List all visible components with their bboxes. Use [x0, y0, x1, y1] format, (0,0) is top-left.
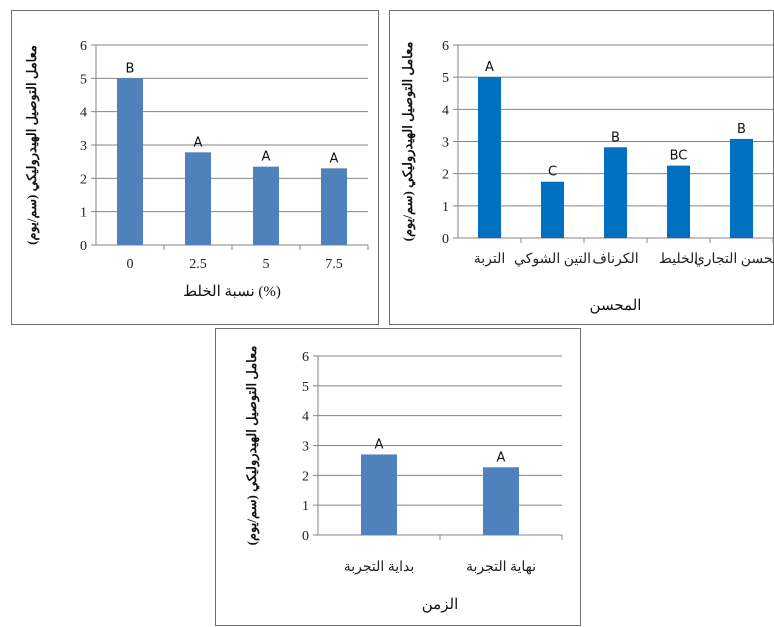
chart-panel-time: 0 1 2 3 4 5 6 A بداية التجربة A نهاية التجربة معامل…: [215, 328, 581, 626]
bar: [541, 181, 564, 238]
x-axis-title: نسبة الخلط (%): [183, 284, 281, 300]
y-tick-label: 5: [302, 380, 309, 395]
bar: [361, 454, 397, 535]
y-tick-label: 3: [442, 136, 449, 151]
chart-panel-mixing-ratio: 0 1 2 3 4 5 6 B 0 A 2.5 A 5 A 7.5 معامل التوصيل الهيدرو…: [11, 10, 379, 325]
x-axis-title: الزمن: [422, 597, 458, 613]
chart-svg-amendment: 0 1 2 3 4 5 6 A التربة C التين الشوكي B الكرناف BC الخ…: [400, 39, 774, 314]
bar-significance-label: A: [375, 437, 384, 452]
y-axis-title: معامل التوصيل الهيدروليكي (سم/يوم): [244, 346, 260, 546]
y-tick-label: 1: [80, 206, 87, 221]
y-tick-label: 0: [302, 529, 309, 544]
x-category-label: نهاية التجربة: [466, 560, 536, 575]
bar-significance-label: A: [330, 151, 339, 166]
bar-significance-label: A: [194, 135, 203, 150]
x-category-label: 5: [263, 257, 270, 272]
bar-significance-label: B: [126, 61, 135, 76]
y-tick-label: 6: [80, 39, 87, 54]
bar: [604, 147, 627, 238]
x-category-label: بداية التجربة: [344, 560, 415, 575]
x-category-label: 7.5: [325, 257, 343, 272]
bar: [117, 78, 143, 245]
y-tick-label: 5: [80, 72, 87, 87]
x-category-label: المحسن التجاري: [694, 252, 774, 267]
y-tick-label: 6: [302, 350, 309, 365]
y-tick-label: 2: [442, 168, 449, 183]
bar-significance-label: BC: [670, 149, 688, 164]
y-tick-label: 2: [302, 469, 309, 484]
y-tick-label: 1: [302, 499, 309, 514]
bar: [478, 77, 501, 239]
y-tick-label: 4: [442, 103, 449, 118]
x-category-label: التين الشوكي: [514, 252, 591, 267]
y-tick-label: 2: [80, 172, 87, 187]
y-axis-title: معامل التوصيل الهيدروليكي (سم/يوم): [24, 45, 40, 245]
y-tick-label: 3: [80, 139, 87, 154]
bar: [667, 165, 690, 238]
y-tick-label: 0: [442, 232, 449, 247]
bar: [185, 152, 211, 245]
x-category-label: الخليط: [659, 252, 698, 267]
y-axis-title: معامل التوصيل الهيدروليكي (سم/يوم): [400, 42, 416, 242]
bar-significance-label: A: [485, 60, 494, 75]
bar-significance-label: A: [497, 450, 506, 465]
chart-panel-amendment: 0 1 2 3 4 5 6 A التربة C التين الشوكي B الكرناف BC الخ…: [389, 10, 774, 325]
bar: [483, 467, 519, 535]
x-axis-title: المحسن: [590, 298, 642, 314]
y-tick-label: 1: [442, 200, 449, 215]
x-category-label: 2.5: [189, 257, 207, 272]
y-tick-label: 6: [442, 39, 449, 54]
bar: [321, 168, 347, 245]
chart-svg-time: 0 1 2 3 4 5 6 A بداية التجربة A نهاية التجربة معامل…: [244, 346, 563, 613]
y-tick-label: 5: [442, 71, 449, 86]
y-tick-label: 0: [80, 239, 87, 254]
bar-significance-label: B: [737, 122, 746, 137]
bar: [730, 138, 753, 238]
y-tick-label: 3: [302, 440, 309, 455]
bar-significance-label: B: [611, 130, 620, 145]
bar: [253, 166, 279, 245]
y-tick-label: 4: [80, 106, 87, 121]
chart-svg-mixing-ratio: 0 1 2 3 4 5 6 B 0 A 2.5 A 5 A 7.5 معامل التوصيل الهيدرو…: [24, 39, 369, 300]
y-tick-label: 4: [302, 410, 309, 425]
bar-significance-label: A: [262, 150, 271, 165]
x-category-label: التربة: [474, 252, 506, 267]
x-category-label: 0: [127, 257, 134, 272]
bar-significance-label: C: [548, 165, 557, 180]
x-category-label: الكرناف: [592, 252, 638, 267]
